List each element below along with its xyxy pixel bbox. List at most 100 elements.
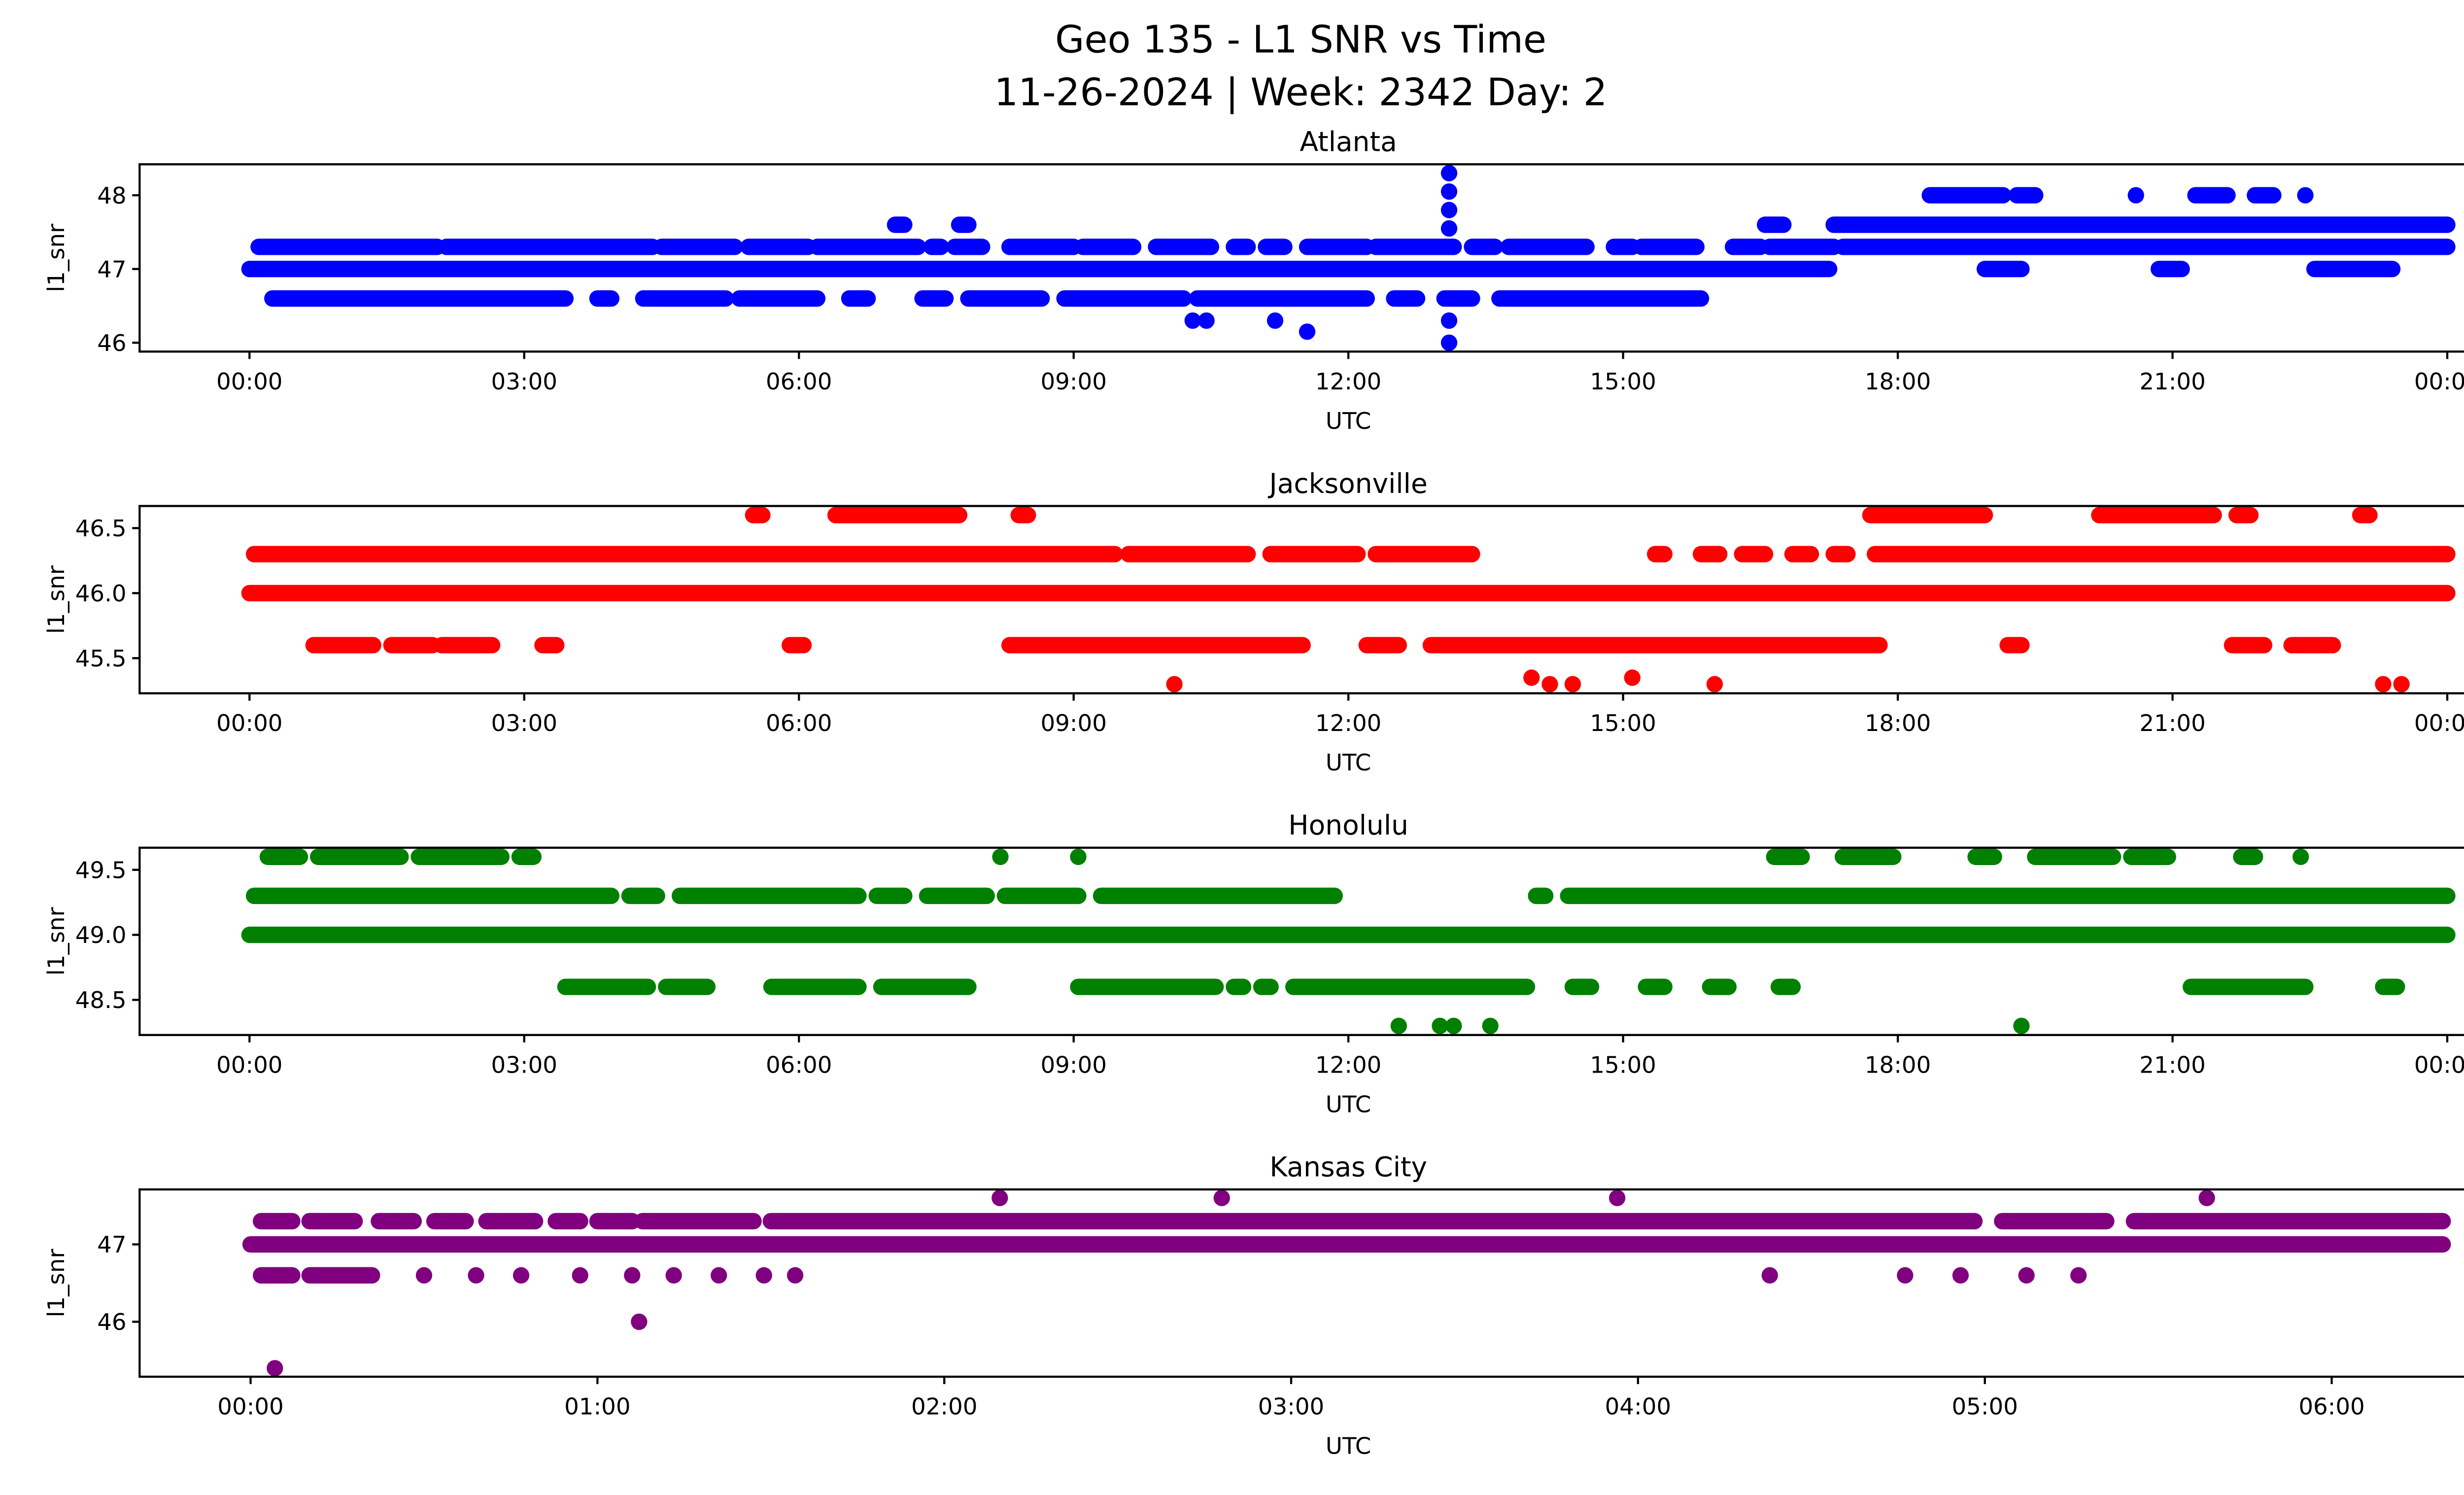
data-point (1445, 1017, 1462, 1034)
axes-frame (138, 1188, 2464, 1378)
x-tick-label: 00:00 (2414, 710, 2464, 737)
x-tick-label: 12:00 (1315, 369, 1381, 395)
data-point (572, 1267, 588, 1284)
subplot-jacksonville: Jacksonville 00:00 03:00 06:00 09:00 12:00 15:… (43, 468, 2464, 776)
subplot-title: Jacksonville (1267, 468, 1427, 499)
x-tick-label: 06:00 (766, 1052, 832, 1078)
x-axis-label: UTC (1326, 1433, 1371, 1460)
data-point (755, 1267, 772, 1284)
y-tick-label: 47 (97, 1232, 126, 1258)
data-point (711, 1267, 727, 1284)
x-tick-label: 00:00 (2414, 369, 2464, 395)
data-point (1432, 1017, 1448, 1034)
subplot-kansas-city: Kansas City 00:00 01:00 02:00 03:00 04:00 05:0… (43, 1151, 2464, 1460)
figure-title-line2: 11-26-2024 | Week: 2342 Day: 2 (994, 70, 1607, 114)
scatter-series-honolulu (241, 848, 2456, 1034)
x-tick-label: 21:00 (2139, 710, 2205, 737)
data-point (1482, 1017, 1499, 1034)
x-tick-label: 00:00 (216, 1052, 282, 1078)
y-axis-label: l1_snr (43, 223, 70, 292)
data-point (267, 1360, 283, 1377)
x-tick-label: 00:00 (216, 369, 282, 395)
data-point (1299, 323, 1316, 340)
x-tick-label: 18:00 (1865, 369, 1931, 395)
scatter-series-atlanta (241, 165, 2456, 351)
data-point (1952, 1267, 1969, 1284)
x-tick-label: 03:00 (491, 710, 557, 737)
y-axis-label: l1_snr (43, 906, 70, 975)
y-tick-label: 49.0 (75, 922, 127, 949)
subplot-title: Honolulu (1288, 809, 1408, 841)
data-point (1440, 312, 1458, 329)
data-point (1440, 165, 1458, 181)
x-tick-label: 09:00 (1040, 369, 1106, 395)
x-tick-label: 03:00 (491, 369, 557, 395)
data-point (1541, 676, 1558, 693)
x-tick-label: 02:00 (911, 1394, 977, 1421)
data-point (1266, 312, 1284, 329)
data-point (2013, 1017, 2030, 1034)
x-tick-label: 00:00 (217, 1394, 283, 1421)
x-tick-label: 12:00 (1315, 1052, 1381, 1078)
data-point (415, 1267, 433, 1284)
x-tick-label: 05:00 (1951, 1394, 2018, 1421)
x-tick-label: 06:00 (766, 369, 832, 395)
data-point (1213, 1189, 1230, 1207)
data-point (1440, 183, 1458, 200)
axes-frame (138, 163, 2464, 353)
data-point (665, 1267, 682, 1284)
subplot-honolulu: Honolulu 00:00 03:00 06:00 09:00 12:00 15:00 18… (43, 809, 2464, 1118)
x-tick-label: 06:00 (2298, 1394, 2364, 1421)
y-tick-label: 48 (97, 183, 126, 209)
y-tick-label: 47 (97, 256, 126, 283)
data-point (1390, 1017, 1407, 1034)
y-tick-label: 46 (97, 330, 126, 357)
x-tick-label: 04:00 (1605, 1394, 1671, 1421)
data-point (1564, 676, 1581, 693)
y-tick-label: 45.5 (75, 646, 127, 672)
x-tick-label: 15:00 (1590, 369, 1656, 395)
y-axis-label: l1_snr (43, 565, 70, 634)
x-tick-label: 03:00 (491, 1052, 557, 1078)
x-tick-label: 18:00 (1865, 1052, 1931, 1078)
data-point (513, 1267, 530, 1284)
x-tick-label: 12:00 (1315, 710, 1381, 737)
data-point (1070, 848, 1087, 865)
x-tick-label: 00:00 (2414, 1052, 2464, 1078)
x-tick-label: 01:00 (564, 1394, 630, 1421)
data-point (2070, 1267, 2087, 1284)
x-tick-label: 09:00 (1040, 1052, 1106, 1078)
data-point (2018, 1267, 2035, 1284)
data-point (1897, 1267, 1914, 1284)
data-point (1608, 1189, 1626, 1207)
x-tick-label: 03:00 (1258, 1394, 1324, 1421)
data-point (2127, 187, 2144, 204)
data-point (1440, 220, 1458, 237)
scatter-series-kansas-city (242, 1189, 2451, 1377)
subplots: Atlanta 00:00 03:00 06:00 09:00 12:00 15:00 18:… (43, 126, 2464, 1460)
data-point (1184, 312, 1201, 329)
subplot-title: Atlanta (1300, 126, 1397, 158)
x-tick-label: 21:00 (2139, 369, 2205, 395)
data-point (2393, 676, 2410, 693)
x-tick-label: 00:00 (216, 710, 282, 737)
data-point (2297, 187, 2314, 204)
subplot-title: Kansas City (1269, 1151, 1427, 1182)
x-tick-label: 15:00 (1590, 710, 1656, 737)
x-tick-label: 06:00 (766, 710, 832, 737)
data-point (2293, 848, 2309, 865)
subplot-atlanta: Atlanta 00:00 03:00 06:00 09:00 12:00 15:00 18:… (43, 126, 2464, 435)
scatter-series-jacksonville (241, 507, 2456, 693)
data-point (1198, 312, 1215, 329)
x-tick-label: 09:00 (1040, 710, 1106, 737)
x-tick-label: 21:00 (2139, 1052, 2205, 1078)
data-point (992, 848, 1009, 865)
data-point (468, 1267, 484, 1284)
data-point (1440, 334, 1458, 351)
y-tick-label: 46 (97, 1309, 126, 1336)
x-tick-label: 18:00 (1865, 710, 1931, 737)
data-point (787, 1267, 804, 1284)
y-tick-label: 48.5 (75, 987, 127, 1014)
